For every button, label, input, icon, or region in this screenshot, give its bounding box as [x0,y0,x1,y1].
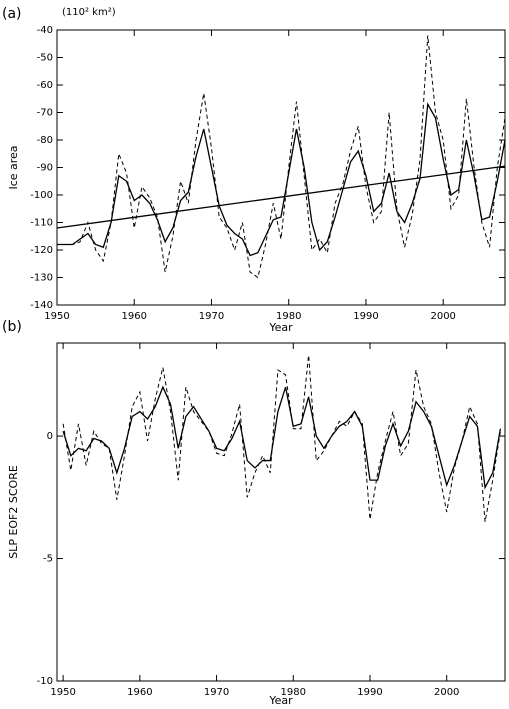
y-tick-label: -10 [37,676,53,687]
series-line [62,385,502,490]
y-tick-label: -110 [30,218,53,229]
y-tick-label: 0 [47,431,53,442]
y-tick-label: -90 [37,163,53,174]
plot-frame [56,29,506,306]
x-axis-label: Year [268,694,293,707]
x-tick-label: 1990 [357,687,382,698]
x-tick-label: 1980 [276,311,301,322]
x-tick-label: 1970 [204,687,229,698]
x-tick-label: 1990 [353,311,378,322]
series-line [57,102,506,257]
y-tick-label: -80 [37,135,53,146]
y-tick-label: -70 [37,108,53,119]
y-tick-label: -50 [37,53,53,64]
x-tick-label: 1980 [281,687,306,698]
x-tick-label: 1950 [50,687,75,698]
y-tick-label: -60 [37,80,53,91]
series-line [62,355,501,522]
y-tick-label: -120 [30,245,53,256]
y-tick-label: -130 [30,273,53,284]
series-line [57,35,506,279]
y-tick-label: -100 [30,190,53,201]
y-tick-label: -40 [37,25,53,36]
y-axis-label: SLP EOF2 SCORE [7,465,20,559]
series-line [56,165,506,229]
x-axis-label: Year [268,321,293,334]
x-tick-label: 1950 [44,311,69,322]
y-unit: (110² km²) [62,7,116,18]
x-tick-label: 1960 [127,687,152,698]
y-axis-label: Ice area [7,145,20,189]
x-tick-label: 2000 [430,311,455,322]
panel-label: (b) [2,319,22,335]
x-tick-label: 1960 [122,311,147,322]
y-tick-label: -5 [43,554,53,565]
panel-label: (a) [2,6,22,22]
plot-frame [56,342,506,682]
x-tick-label: 1970 [199,311,224,322]
x-tick-label: 2000 [434,687,459,698]
y-tick-label: -140 [30,300,53,311]
